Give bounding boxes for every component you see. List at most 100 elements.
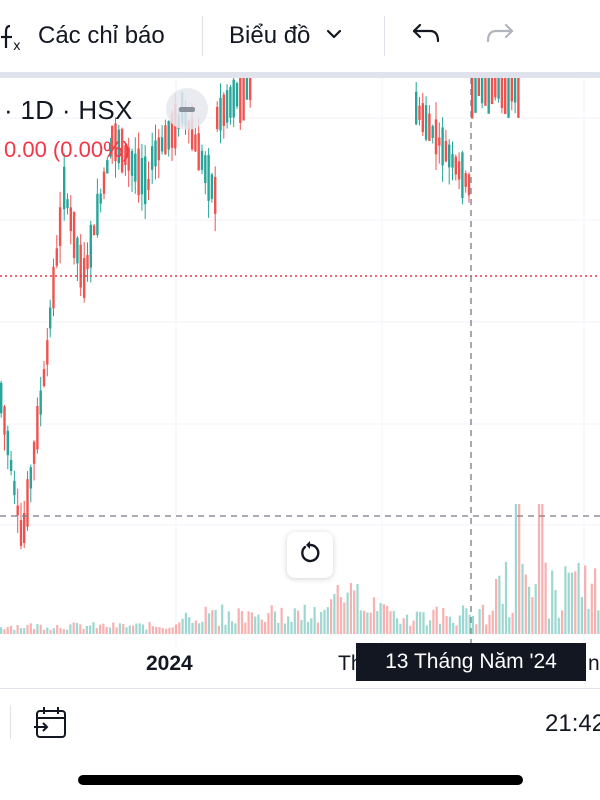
volume-bar xyxy=(366,612,369,634)
candle-body xyxy=(477,78,480,97)
candle-body xyxy=(42,369,46,386)
candle-body xyxy=(137,148,140,196)
redo-icon xyxy=(482,19,516,54)
volume-bar xyxy=(402,618,405,634)
candle-body xyxy=(457,161,461,180)
volume-bar xyxy=(6,626,9,634)
volume-bar xyxy=(495,578,498,634)
footer-divider xyxy=(10,705,11,739)
svg-text:x: x xyxy=(13,39,21,54)
volume-bar xyxy=(363,610,366,634)
candle-body xyxy=(507,78,510,118)
chart-footer xyxy=(0,689,600,753)
volume-bar xyxy=(9,625,13,634)
candle-body xyxy=(451,153,454,168)
candle-body xyxy=(76,237,79,264)
candle-body xyxy=(13,480,16,496)
volume-bar xyxy=(382,604,385,634)
candle-body xyxy=(216,106,219,130)
candle-body xyxy=(144,156,147,205)
volume-bar xyxy=(46,627,49,634)
volume-bar xyxy=(118,623,121,634)
candle-body xyxy=(79,244,82,288)
candle-body xyxy=(109,145,112,157)
candle-body xyxy=(204,155,207,183)
candle-body xyxy=(19,520,23,546)
volume-bar xyxy=(326,607,329,634)
volume-bar xyxy=(534,584,537,634)
candle-body xyxy=(438,137,441,146)
candle-body xyxy=(83,258,86,298)
volume-bar xyxy=(359,610,362,634)
volume-bar xyxy=(95,628,98,634)
volume-bar xyxy=(448,616,451,634)
volume-bar xyxy=(92,622,95,634)
candle-body xyxy=(52,266,55,309)
volume-bar xyxy=(468,614,471,634)
volume-bar xyxy=(270,605,273,634)
candle-body xyxy=(127,147,130,171)
candle-body xyxy=(26,479,29,527)
volume-bar xyxy=(369,612,372,634)
price-chart-pane[interactable] xyxy=(0,78,600,646)
volume-bar xyxy=(201,621,204,634)
volume-bar xyxy=(254,616,257,634)
volume-bar xyxy=(528,586,531,634)
volume-bar xyxy=(313,607,316,634)
volume-bar xyxy=(29,623,32,634)
volume-bar xyxy=(316,622,319,634)
volume-bar xyxy=(399,623,402,634)
volume-bar xyxy=(343,602,346,634)
volume-bar xyxy=(584,565,587,634)
volume-bar xyxy=(561,610,564,634)
indicators-button[interactable]: x Các chỉ báo xyxy=(0,0,165,72)
undo-button[interactable] xyxy=(410,0,444,72)
volume-bar xyxy=(112,622,115,634)
candle-body xyxy=(418,105,421,120)
collapse-legend-button[interactable] xyxy=(166,88,208,130)
chart-type-label: Biểu đồ xyxy=(229,22,311,49)
volume-bar xyxy=(392,611,395,634)
volume-bar xyxy=(82,628,85,634)
volume-bar xyxy=(531,597,534,634)
candle-body xyxy=(66,199,69,209)
volume-bar xyxy=(3,629,6,634)
candle-body xyxy=(147,179,150,191)
candle-body xyxy=(134,153,137,182)
candle-body xyxy=(480,78,484,104)
volume-bar xyxy=(379,602,382,634)
volume-bar xyxy=(13,629,16,634)
candle-body xyxy=(494,78,497,98)
volume-bar xyxy=(290,621,293,634)
volume-bar xyxy=(158,627,161,634)
candle-body xyxy=(49,307,52,329)
reset-chart-button[interactable] xyxy=(287,532,333,578)
candle-body xyxy=(444,141,448,162)
chart-type-button[interactable]: Biểu đồ xyxy=(229,0,344,72)
volume-bar xyxy=(280,607,283,634)
volume-bar xyxy=(89,625,92,634)
candle-body xyxy=(117,129,120,164)
candle-body xyxy=(164,125,167,155)
volume-bar xyxy=(181,618,184,634)
volume-bar xyxy=(597,610,600,634)
candle-body xyxy=(9,459,13,472)
chevron-down-icon xyxy=(324,24,344,49)
volume-bar xyxy=(138,623,141,634)
candle-body xyxy=(89,224,92,268)
candle-body xyxy=(219,97,222,131)
volume-bar xyxy=(303,604,306,634)
candle-body xyxy=(106,160,109,174)
volume-bar xyxy=(514,504,517,634)
candlestick-chart xyxy=(0,78,600,646)
volume-bar xyxy=(511,612,514,634)
volume-bar xyxy=(389,611,392,634)
volume-bar xyxy=(594,568,597,634)
date-range-button[interactable] xyxy=(33,705,69,746)
minus-icon xyxy=(179,106,195,112)
candle-body xyxy=(114,123,117,162)
redo-button[interactable] xyxy=(482,0,516,72)
volume-bar xyxy=(541,504,544,634)
volume-bar xyxy=(204,606,207,634)
candle-body xyxy=(72,211,76,259)
